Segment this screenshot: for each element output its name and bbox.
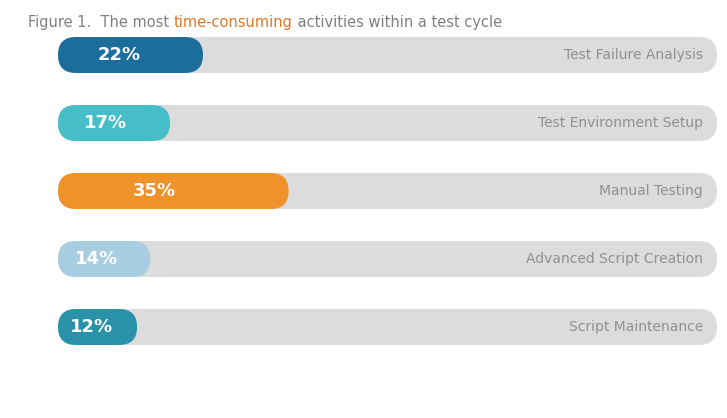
Text: 22%: 22%: [97, 46, 140, 64]
FancyBboxPatch shape: [58, 37, 203, 73]
FancyBboxPatch shape: [58, 173, 289, 209]
FancyBboxPatch shape: [58, 173, 717, 209]
Text: activities within a test cycle: activities within a test cycle: [293, 15, 502, 30]
FancyBboxPatch shape: [58, 309, 137, 345]
Text: Figure 1.  The most: Figure 1. The most: [28, 15, 174, 30]
FancyBboxPatch shape: [58, 37, 717, 73]
Text: 14%: 14%: [75, 250, 119, 268]
Text: Test Failure Analysis: Test Failure Analysis: [564, 48, 703, 62]
FancyBboxPatch shape: [58, 105, 717, 141]
Text: Test Environment Setup: Test Environment Setup: [538, 116, 703, 130]
Text: Advanced Script Creation: Advanced Script Creation: [526, 252, 703, 266]
Text: Manual Testing: Manual Testing: [599, 184, 703, 198]
Text: 35%: 35%: [133, 182, 177, 200]
FancyBboxPatch shape: [58, 241, 150, 277]
Text: time-consuming: time-consuming: [174, 15, 293, 30]
FancyBboxPatch shape: [58, 105, 170, 141]
Text: 17%: 17%: [84, 114, 126, 132]
Text: 12%: 12%: [70, 318, 113, 336]
FancyBboxPatch shape: [58, 309, 717, 345]
Text: Script Maintenance: Script Maintenance: [569, 320, 703, 334]
FancyBboxPatch shape: [58, 241, 717, 277]
